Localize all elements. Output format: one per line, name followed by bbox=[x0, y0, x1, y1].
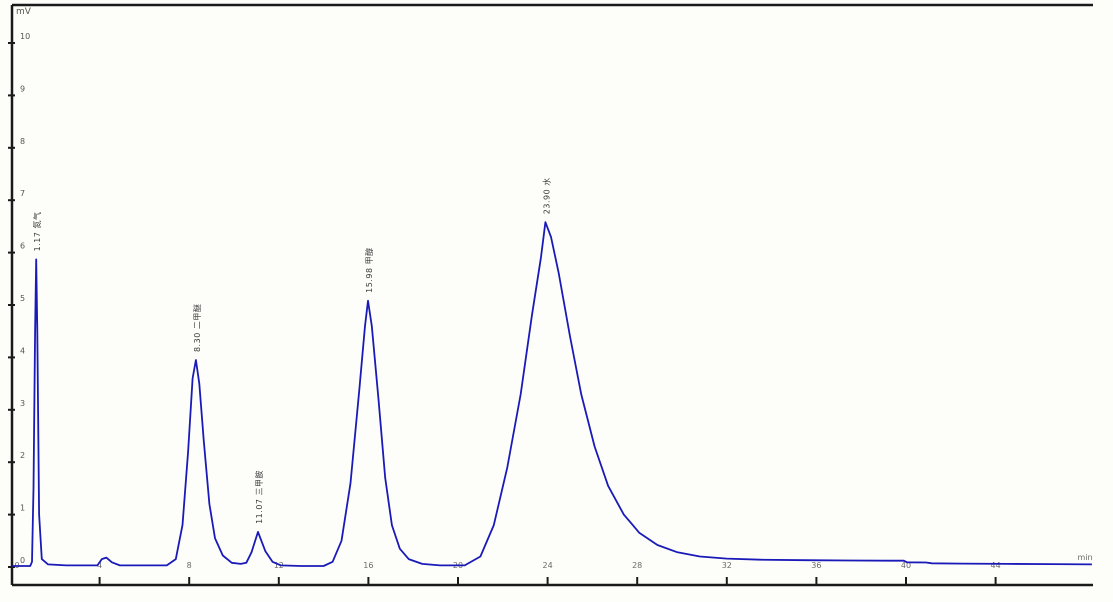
x-axis-unit-label: min bbox=[1077, 553, 1092, 562]
peak-label: 23.90 水 bbox=[541, 177, 551, 214]
y-axis-unit-label: mV bbox=[16, 7, 32, 17]
x-tick-label: 28 bbox=[632, 561, 642, 570]
y-tick-label: 10 bbox=[20, 32, 30, 41]
x-tick-label: 40 bbox=[901, 561, 911, 570]
y-tick-label: 3 bbox=[20, 399, 25, 408]
y-tick-label: 2 bbox=[20, 451, 25, 460]
peak-label: 1.17 氮气 bbox=[32, 212, 42, 252]
y-tick-label: 8 bbox=[20, 137, 25, 146]
chromatogram-trace bbox=[12, 221, 1092, 567]
plot-frame bbox=[10, 3, 1093, 587]
y-tick-label: 9 bbox=[20, 84, 25, 93]
x-tick-label: 32 bbox=[722, 561, 732, 570]
y-tick-label: 5 bbox=[20, 294, 25, 303]
y-tick-label: 6 bbox=[20, 242, 25, 251]
x-tick-label: 36 bbox=[811, 561, 821, 570]
x-tick-label: 12 bbox=[274, 561, 284, 570]
y-tick-label: 1 bbox=[20, 504, 25, 513]
y-tick-label: 4 bbox=[20, 346, 25, 355]
x-tick-label: 44 bbox=[991, 561, 1001, 570]
x-tick-label: 16 bbox=[363, 561, 373, 570]
peak-label: 11.07 三甲胺 bbox=[254, 470, 264, 524]
x-tick-label: 24 bbox=[543, 561, 553, 570]
peak-labels: 1.17 氮气 8.30 二甲醚 11.07 三甲胺 15.98 甲醇 23.90 水 bbox=[32, 177, 551, 524]
x-tick-label: 4 bbox=[97, 561, 102, 570]
peak-label: 15.98 甲醇 bbox=[364, 247, 374, 292]
y-tick-label: 0 bbox=[20, 556, 25, 565]
x-tick-label: 8 bbox=[187, 561, 192, 570]
y-tick-label: 7 bbox=[20, 189, 25, 198]
peak-label: 8.30 二甲醚 bbox=[192, 304, 202, 352]
